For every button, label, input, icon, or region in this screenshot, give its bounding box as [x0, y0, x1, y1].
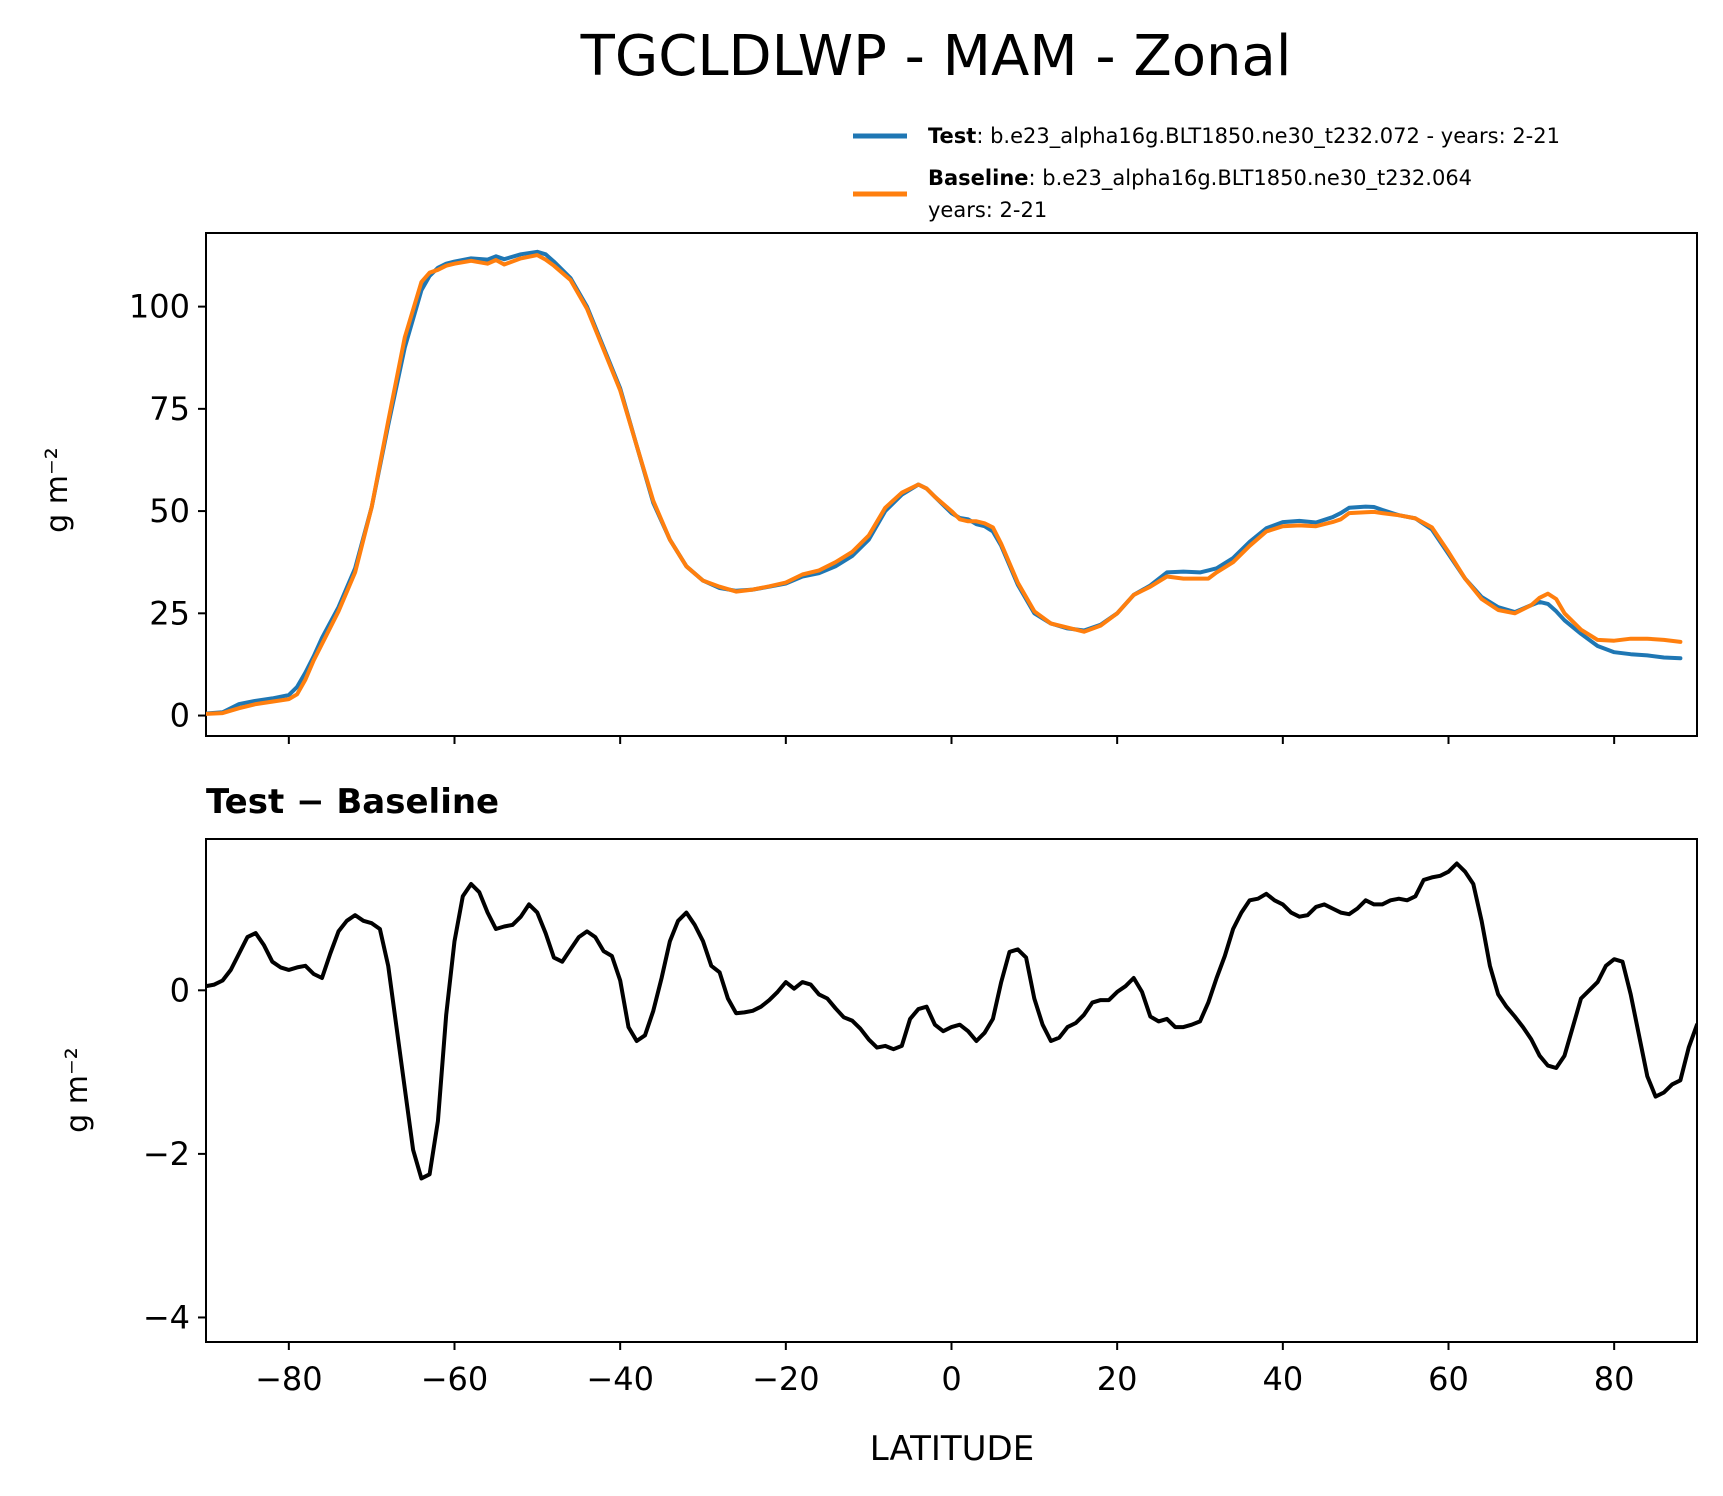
bottom-x-tick-label: −40: [586, 1360, 654, 1398]
top-y-ticks: 0 25 50 75 100: [129, 288, 206, 735]
bottom-x-tick-label: 20: [1097, 1360, 1138, 1398]
bottom-y-tick-label: −2: [143, 1135, 190, 1173]
x-axis-label: LATITUDE: [870, 1429, 1034, 1469]
bottom-series-line-test-baseline: [206, 861, 1697, 1181]
bottom-x-tick-label: −60: [421, 1360, 489, 1398]
top-y-axis-label: g m⁻²: [40, 447, 75, 533]
bottom-x-tick-label: −20: [752, 1360, 820, 1398]
bottom-x-ticks: −80 −60 −40 −20 0 20 40 60 80: [255, 1342, 1635, 1398]
legend-baseline-label: Baseline: [928, 166, 1029, 190]
diff-panel-title: Test − Baseline: [206, 782, 499, 822]
legend-baseline-text: : b.e23_alpha16g.BLT1850.ne30_t232.064: [1029, 166, 1473, 191]
top-x-ticks: [287, 736, 1616, 744]
bottom-x-tick-label: 60: [1428, 1360, 1469, 1398]
bottom-x-tick-label: −80: [255, 1360, 323, 1398]
bottom-y-tick-label: −4: [143, 1298, 190, 1336]
top-series-line-baseline: [206, 253, 1683, 716]
legend: Test: b.e23_alpha16g.BLT1850.ne30_t232.0…: [853, 124, 1560, 222]
figure-title: TGCLDLWP - MAM - Zonal: [580, 24, 1292, 89]
top-y-tick-label: 50: [149, 492, 190, 530]
legend-baseline-years: years: 2-21: [928, 198, 1047, 222]
bottom-x-tick-label: 80: [1594, 1360, 1635, 1398]
legend-test-entry: Test: b.e23_alpha16g.BLT1850.ne30_t232.0…: [928, 124, 1560, 149]
top-series-lines: [206, 249, 1683, 716]
bottom-y-axis-label: g m⁻²: [60, 1047, 95, 1133]
bottom-axes: Test − Baseline −4−20 −80 −60 −40 −20 0 20 40 6…: [60, 782, 1698, 1469]
legend-test-label: Test: [928, 124, 976, 148]
bottom-y-ticks: −4 −2 0: [143, 971, 206, 1336]
top-y-tick-label: 25: [149, 594, 190, 632]
top-axes: 0 25 50 75 100 g m⁻²: [40, 232, 1698, 744]
bottom-x-tick-label: 40: [1262, 1360, 1303, 1398]
bottom-series-lines: [206, 861, 1697, 1181]
top-y-tick-label: 100: [129, 288, 190, 326]
top-y-tick-label: 0: [170, 697, 190, 735]
legend-baseline-entry: Baseline: b.e23_alpha16g.BLT1850.ne30_t2…: [928, 166, 1472, 191]
legend-test-text: : b.e23_alpha16g.BLT1850.ne30_t232.072 -…: [976, 124, 1560, 149]
bottom-x-tick-label: 0: [941, 1360, 961, 1398]
top-y-tick-label: 75: [149, 390, 190, 428]
bottom-y-tick-label: 0: [170, 971, 190, 1009]
